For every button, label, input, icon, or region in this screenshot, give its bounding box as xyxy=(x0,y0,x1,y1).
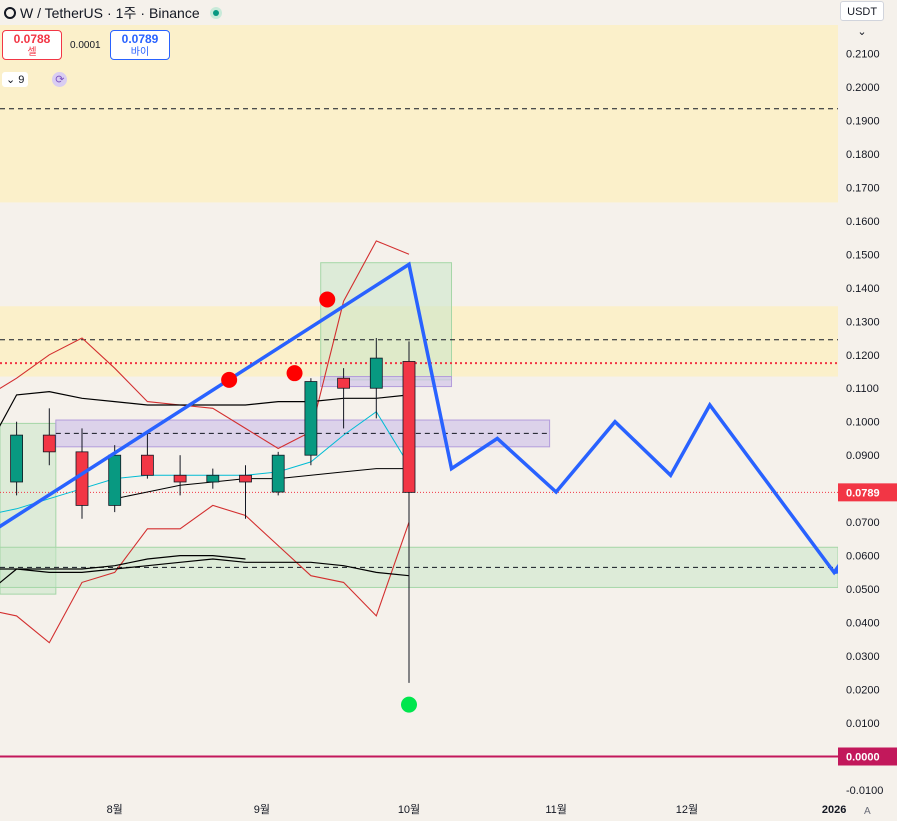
ma-cyan-line xyxy=(0,410,410,513)
indicator-lines-layer xyxy=(0,240,410,644)
ma-low-line xyxy=(0,554,246,584)
candle-body xyxy=(206,474,220,483)
sell-signal-marker xyxy=(221,371,238,388)
time-tick-label: 12월 xyxy=(676,803,698,816)
time-tick-label: 10월 xyxy=(398,803,420,816)
band-upper-line xyxy=(0,240,410,450)
symbol-name: W / TetherUS xyxy=(20,5,103,21)
price-tick-label: 0.1700 xyxy=(846,182,880,194)
chevron-down-icon: ⌄ xyxy=(6,74,16,86)
price-axis-bg xyxy=(838,0,897,821)
price-axis: 0.2100 0.2000 0.1900 0.1800 0.1700 0.1600 0.15… xyxy=(838,0,897,821)
price-tick-label: 0.1500 xyxy=(846,249,880,261)
candle-body xyxy=(140,454,154,476)
buy-price: 0.0789 xyxy=(121,32,159,46)
time-axis-bg xyxy=(0,797,838,821)
candle-body xyxy=(304,381,318,456)
zero-price-label: 0.0000 xyxy=(846,752,880,764)
interval-label: 1주 xyxy=(115,5,137,21)
buy-label: 바이 xyxy=(130,47,150,58)
candle-body xyxy=(271,454,285,493)
time-axis: 4월5월6월7월8월9월10월11월12월20262월3월4월 xyxy=(0,797,846,821)
auto-scale-button[interactable]: A xyxy=(864,806,871,817)
sell-button[interactable]: 0.0788 셀 xyxy=(2,30,62,60)
price-tick-label: 0.1000 xyxy=(846,417,880,429)
price-tick-label: 0.1800 xyxy=(846,149,880,161)
price-tick-label: 0.0600 xyxy=(846,551,880,563)
candle-body xyxy=(337,377,351,389)
currency-label: USDT xyxy=(847,6,877,18)
time-tick-label: 8월 xyxy=(107,803,123,816)
price-tick-label: 0.1900 xyxy=(846,115,880,127)
price-tick-label: 0.2000 xyxy=(846,82,880,94)
price-tick-label: -0.0100 xyxy=(846,785,883,797)
indicator-row: ⌄ 9 ⟳ xyxy=(2,72,68,87)
symbol-header[interactable]: W / TetherUS · 1주 · Binance xyxy=(4,3,222,23)
sell-label: 셀 xyxy=(27,47,37,58)
price-tick-label: 0.0100 xyxy=(846,718,880,730)
projection-layer xyxy=(0,261,897,576)
buy-button[interactable]: 0.0789 바이 xyxy=(110,30,170,60)
price-tick-label: 0.0500 xyxy=(846,584,880,596)
zone-purple xyxy=(320,376,453,388)
chevron-down-icon: ⌄ xyxy=(857,26,867,38)
price-tick-label: 0.0700 xyxy=(846,517,880,529)
band-lower-line xyxy=(0,504,410,644)
candle-body xyxy=(173,474,187,483)
price-tick-label: 0.0200 xyxy=(846,685,880,697)
exchange-label: Binance xyxy=(149,5,200,21)
price-tick-label: 0.1300 xyxy=(846,316,880,328)
price-tick-label: 0.1100 xyxy=(846,383,879,395)
price-tick-label: 0.2100 xyxy=(846,48,880,60)
symbol-logo-icon xyxy=(4,7,16,19)
zones-layer xyxy=(0,25,839,595)
time-tick-label: 11월 xyxy=(545,803,567,816)
candle-body xyxy=(108,454,122,506)
price-tick-label: 0.1600 xyxy=(846,216,880,228)
price-tick-label: 0.0400 xyxy=(846,618,880,630)
candle-body xyxy=(10,434,23,483)
levels-layer xyxy=(0,108,838,758)
candle-body xyxy=(402,361,416,493)
time-tick-label: 2026 xyxy=(822,804,846,816)
last-price-tag xyxy=(838,483,897,502)
indicator-toggle[interactable]: ⌄ 9 xyxy=(2,72,29,87)
sell-signal-marker xyxy=(319,291,336,308)
spread-value: 0.0001 xyxy=(70,40,101,51)
candles-layer xyxy=(10,338,416,683)
currency-selector[interactable]: USDT ⌄ xyxy=(840,1,884,38)
market-open-icon xyxy=(209,7,222,19)
candle-body xyxy=(42,434,56,453)
projection-path-main xyxy=(0,261,897,576)
candle-body xyxy=(369,357,383,389)
last-price-label: 0.0789 xyxy=(846,487,880,499)
sync-icon[interactable]: ⟳ xyxy=(52,72,68,87)
ma-mid-line xyxy=(114,468,409,500)
candle-body xyxy=(239,474,252,483)
zero-price-tag xyxy=(838,747,897,766)
ma-upper-line xyxy=(0,390,410,427)
price-tick-label: 0.0300 xyxy=(846,651,880,663)
sell-signal-marker xyxy=(286,365,303,382)
sell-price: 0.0788 xyxy=(13,32,51,46)
ma-long-line xyxy=(0,558,410,577)
indicator-value: 9 xyxy=(18,74,25,86)
price-tick-label: 0.1400 xyxy=(846,283,880,295)
separator: · xyxy=(140,5,146,21)
markers-layer: +++LLLL xyxy=(221,291,417,713)
buy-signal-marker xyxy=(401,696,417,713)
price-tick-label: 0.1200 xyxy=(846,350,880,362)
time-tick-label: 9월 xyxy=(254,803,270,816)
price-tick-label: 0.0900 xyxy=(846,450,880,462)
separator: · xyxy=(107,5,112,21)
